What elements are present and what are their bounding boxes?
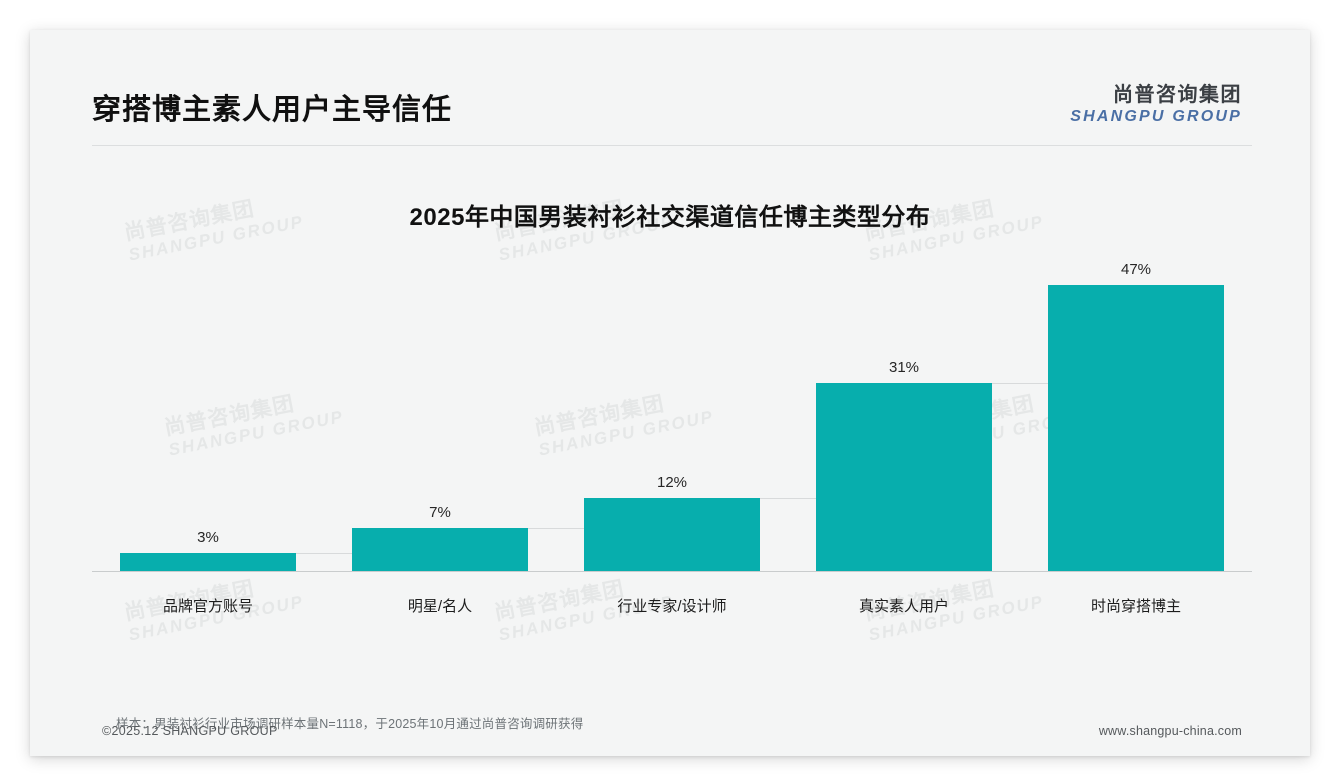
- bar[interactable]: [352, 528, 528, 571]
- footer-copyright: ©2025.12 SHANGPU GROUP: [102, 724, 278, 738]
- bar[interactable]: [584, 498, 760, 571]
- category-label: 时尚穿搭博主: [1090, 598, 1181, 615]
- chart-area: 3% 7% 12% 31% 47% 品牌官方账号 明星/名人 行业专家/设计师 真实素人用户 时…: [92, 255, 1252, 645]
- bar[interactable]: [816, 382, 992, 571]
- connector-line: [296, 552, 352, 554]
- category-label: 明星/名人: [407, 598, 473, 615]
- bar-value-label: 47%: [1120, 261, 1152, 279]
- bar[interactable]: [1048, 285, 1224, 571]
- brand-logo-en: SHANGPU GROUP: [1070, 107, 1242, 125]
- brand-logo-cn: 尚普咨询集团: [1113, 84, 1242, 106]
- bar-value-label: 31%: [888, 358, 920, 376]
- category-label: 品牌官方账号: [162, 598, 253, 615]
- slide-header: 穿搭博主素人用户主导信任 尚普咨询集团 SHANGPU GROUP: [30, 30, 1310, 126]
- connector-line: [992, 382, 1048, 384]
- category-label: 真实素人用户: [858, 598, 949, 615]
- connector-line: [528, 528, 584, 530]
- page-title: 穿搭博主素人用户主导信任: [92, 94, 453, 126]
- chart-title: 2025年中国男装衬衫社交渠道信任博主类型分布: [409, 204, 931, 231]
- footer-website[interactable]: www.shangpu-china.com: [1098, 724, 1242, 738]
- bar-value-label: 12%: [656, 474, 688, 492]
- slide-footer: ©2025.12 SHANGPU GROUP www.shangpu-china…: [30, 716, 1310, 756]
- axis-baseline: [92, 571, 1252, 572]
- bar-value-label: 7%: [429, 504, 451, 522]
- category-label: 行业专家/设计师: [617, 598, 727, 615]
- header-divider: [92, 145, 1252, 146]
- chart-plot: 3% 7% 12% 31% 47%: [92, 255, 1252, 571]
- footnote: 样本：男装衬衫行业市场调研样本量N=1118，于2025年10月通过尚普咨询调研…: [116, 717, 584, 731]
- brand-logo: 尚普咨询集团 SHANGPU GROUP: [1070, 84, 1242, 126]
- slide-card: 尚普咨询集团 SHANGPU GROUP 尚普咨询集团 SHANGPU GROUP 尚普…: [30, 30, 1310, 756]
- connector-line: [760, 498, 816, 500]
- bar[interactable]: [120, 552, 296, 571]
- bar-value-label: 3%: [197, 528, 219, 546]
